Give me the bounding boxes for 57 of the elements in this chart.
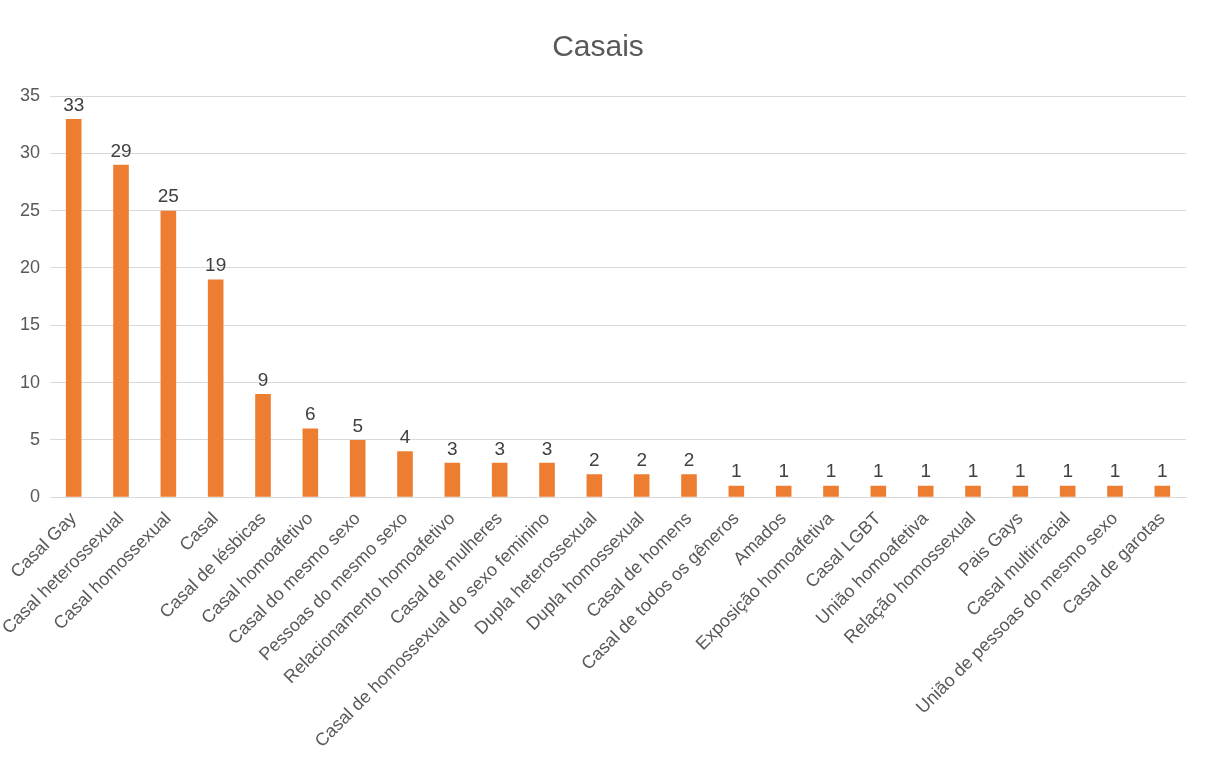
bar — [1154, 485, 1171, 497]
bar — [491, 462, 508, 497]
data-label: 3 — [447, 437, 458, 459]
bar — [349, 439, 366, 497]
bar — [586, 474, 603, 497]
data-label: 1 — [778, 460, 789, 482]
y-tick-label: 5 — [30, 428, 41, 449]
bar — [681, 474, 697, 497]
bar — [444, 462, 461, 497]
bar — [917, 485, 934, 497]
y-tick-label: 35 — [19, 84, 41, 105]
bar — [160, 210, 177, 497]
data-label: 1 — [1109, 460, 1121, 482]
data-label: 1 — [967, 460, 979, 482]
y-tick-label: 10 — [19, 371, 41, 392]
data-label: 4 — [399, 426, 411, 448]
bar — [207, 279, 224, 497]
data-label: 2 — [589, 449, 600, 471]
data-label: 1 — [873, 460, 884, 482]
data-label: 1 — [1062, 460, 1073, 482]
data-label: 2 — [683, 449, 695, 471]
bar — [965, 485, 981, 497]
data-label: 5 — [352, 414, 363, 436]
data-label: 1 — [731, 460, 742, 482]
bar — [302, 428, 319, 497]
data-label: 6 — [305, 403, 316, 425]
data-label: 9 — [257, 368, 269, 390]
bar — [775, 485, 792, 497]
bar — [1012, 485, 1029, 497]
bar — [728, 485, 745, 497]
bar — [633, 474, 650, 497]
data-label: 2 — [636, 449, 647, 471]
data-label: 1 — [1015, 460, 1026, 482]
data-label: 1 — [1157, 460, 1168, 482]
chart-title: Casais — [552, 29, 644, 63]
y-tick-label: 0 — [30, 486, 41, 507]
data-label: 25 — [157, 185, 179, 207]
bar — [870, 485, 887, 497]
bar — [1059, 485, 1076, 497]
y-tick-label: 30 — [19, 142, 41, 163]
data-label: 19 — [205, 254, 227, 276]
y-tick-label: 20 — [19, 256, 41, 277]
data-label: 33 — [63, 93, 85, 115]
bar — [823, 485, 839, 497]
y-tick-label: 15 — [19, 314, 41, 335]
bar — [255, 394, 271, 497]
data-label: 1 — [920, 460, 931, 482]
bar — [113, 164, 129, 497]
data-label: 29 — [110, 139, 132, 161]
bar — [539, 462, 555, 497]
data-label: 3 — [494, 437, 505, 459]
bar — [1107, 485, 1123, 497]
bar — [65, 118, 82, 497]
bar — [397, 451, 413, 497]
y-tick-label: 25 — [19, 199, 41, 220]
data-label: 1 — [825, 460, 837, 482]
data-label: 3 — [541, 437, 553, 459]
